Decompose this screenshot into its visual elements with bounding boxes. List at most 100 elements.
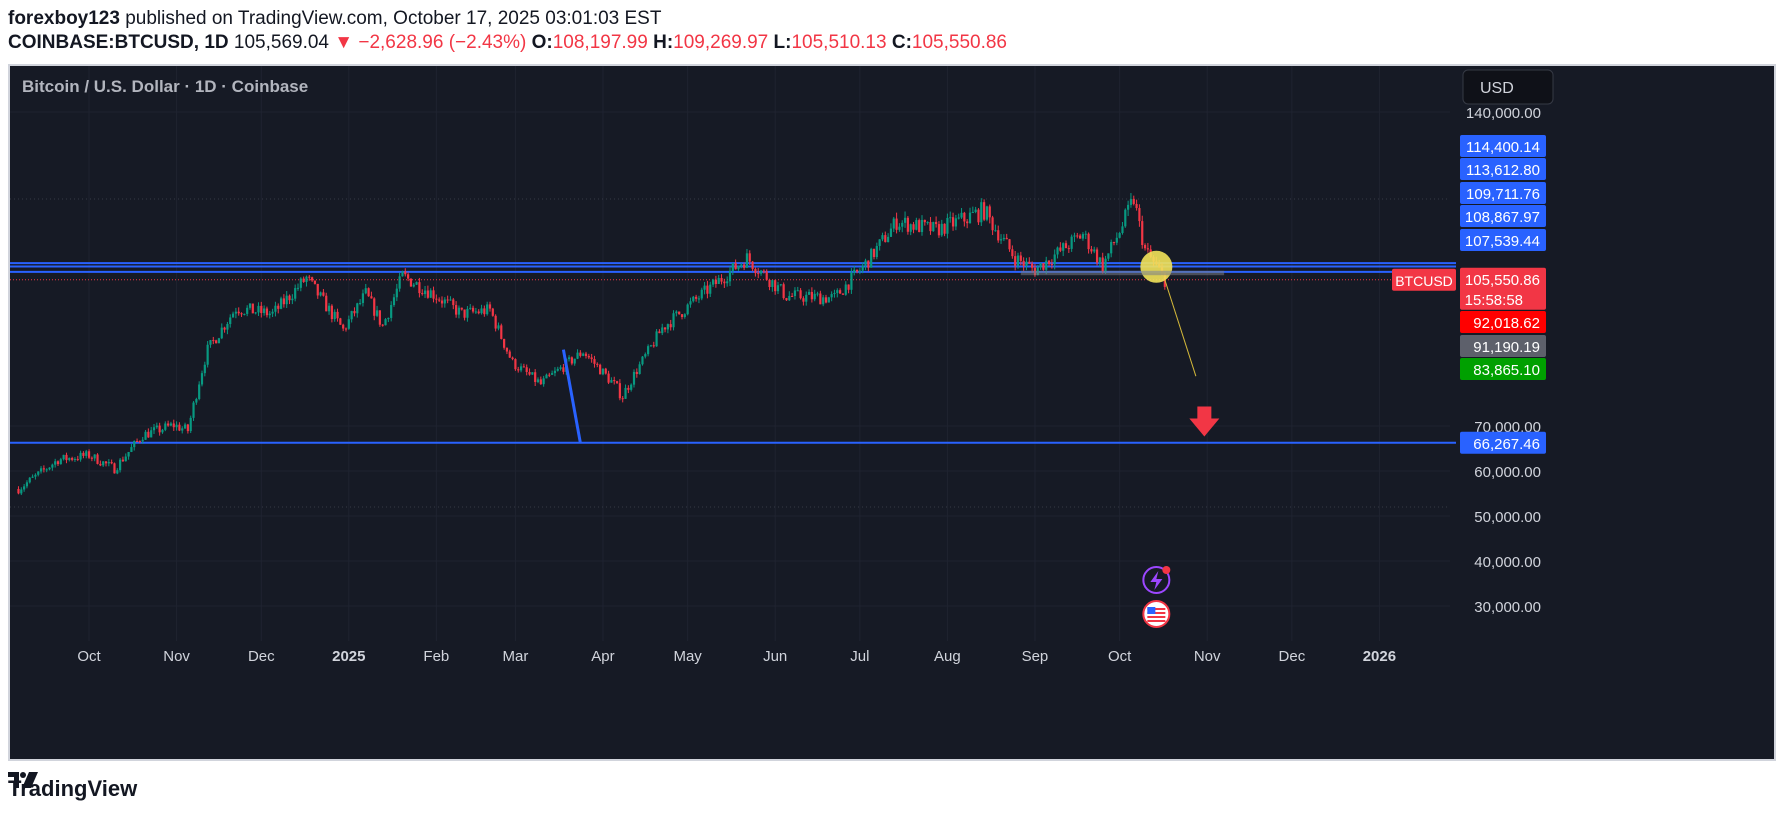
- candle-body: [460, 307, 463, 310]
- candle-body: [621, 398, 624, 400]
- candle-body: [918, 220, 921, 233]
- candle-body: [226, 324, 229, 330]
- candle-body: [638, 364, 641, 374]
- horizontal-levels: [10, 262, 1456, 444]
- candle-body: [274, 305, 277, 312]
- candle-body: [573, 358, 576, 364]
- candle-body: [121, 459, 125, 462]
- candle-body: [909, 224, 912, 232]
- candle-body: [390, 305, 393, 318]
- candle-body: [494, 315, 497, 329]
- candle-body: [788, 295, 791, 301]
- chart-panel[interactable]: 140,000.00 70,000.00 60,000.00 50,000.00 40,…: [8, 64, 1776, 761]
- lightning-event-icon[interactable]: [1142, 566, 1171, 594]
- x-tick-label: Apr: [591, 648, 614, 665]
- candle-body: [99, 463, 102, 466]
- candle-body: [700, 289, 703, 299]
- candle-body: [545, 374, 548, 379]
- candle-body: [452, 299, 455, 306]
- candle-body: [164, 423, 167, 430]
- candle-body: [517, 369, 520, 371]
- x-tick-label: Mar: [502, 648, 528, 665]
- y-tick-label: 60,000.00: [1474, 464, 1541, 481]
- candle-body: [977, 209, 980, 223]
- candle-body: [375, 310, 379, 316]
- x-tick-label: Aug: [934, 648, 961, 665]
- candle-body: [1124, 209, 1127, 227]
- candle-body: [404, 271, 407, 275]
- candle-body: [423, 290, 427, 295]
- candle-body: [596, 363, 599, 365]
- candle-body: [500, 325, 503, 339]
- candle-body: [257, 305, 260, 313]
- candle-body: [294, 288, 297, 299]
- candle-body: [528, 372, 531, 375]
- annotations: [561, 250, 1225, 628]
- candle-body: [745, 253, 749, 268]
- candle-body: [881, 235, 884, 240]
- candle-body: [551, 373, 554, 375]
- candle-body: [102, 461, 105, 466]
- candle-body: [669, 324, 672, 328]
- candle-body: [161, 429, 164, 433]
- price-tags: 114,400.14 113,612.80 109,711.76 108,867.97…: [1392, 135, 1546, 454]
- x-tick-label: Nov: [163, 648, 190, 665]
- candle-body: [203, 364, 206, 374]
- author-name[interactable]: forexboy123: [8, 8, 120, 29]
- candle-body: [229, 317, 232, 325]
- candle-body: [491, 308, 494, 316]
- chart-title: Bitcoin / U.S. Dollar · 1D · Coinbase: [22, 77, 308, 96]
- candle-body: [658, 331, 661, 334]
- level-tag: 114,400.14: [1466, 139, 1540, 156]
- candle-body: [387, 317, 390, 320]
- candle-body: [663, 327, 667, 330]
- candle-body: [912, 224, 915, 230]
- candle-body: [471, 307, 475, 312]
- candle-body: [446, 299, 449, 301]
- high-value: 109,269.97: [673, 32, 769, 53]
- candle-body: [361, 293, 365, 303]
- time-axis: Oct Nov Dec 2025 Feb Mar Apr May Jun Jul Aug Sep Oct…: [77, 648, 1396, 665]
- highlight-circle: [1140, 250, 1173, 283]
- candle-body: [407, 274, 410, 279]
- candle-body: [138, 441, 141, 443]
- candle-body: [929, 222, 932, 232]
- candle-body: [652, 345, 655, 347]
- candle-body: [150, 430, 153, 438]
- price-chart[interactable]: 140,000.00 70,000.00 60,000.00 50,000.00 40,…: [10, 66, 1774, 759]
- candle-body: [844, 284, 847, 295]
- candle-body: [449, 299, 452, 301]
- candle-body: [20, 489, 23, 494]
- candle-body: [373, 298, 376, 316]
- candle-body: [678, 311, 681, 315]
- high-label: H:: [653, 32, 674, 53]
- last-price: 105,569.04: [233, 32, 329, 53]
- candle-body: [1067, 248, 1070, 250]
- x-tick-label: 2026: [1363, 648, 1396, 665]
- candle-body: [87, 451, 91, 458]
- candle-body: [421, 293, 424, 295]
- candle-body: [384, 319, 387, 326]
- us-flag-event-icon[interactable]: [1142, 600, 1171, 628]
- currency-button[interactable]: USD: [1462, 69, 1554, 105]
- x-tick-label: Dec: [248, 648, 275, 665]
- candle-body: [898, 226, 901, 230]
- candle-body: [54, 461, 57, 465]
- candle-body: [1127, 204, 1130, 210]
- candle-body: [949, 217, 952, 219]
- candle-body: [268, 313, 271, 316]
- candle-body: [79, 452, 82, 460]
- candle-body: [743, 264, 746, 268]
- candle-body: [757, 273, 760, 275]
- candle-body: [34, 474, 37, 477]
- trend-line: [561, 349, 582, 444]
- candle-body: [90, 457, 93, 459]
- candle-body: [559, 367, 562, 369]
- candle-body: [1135, 203, 1138, 209]
- level-tag: 113,612.80: [1466, 162, 1540, 179]
- lightning-event-ring: [1142, 566, 1171, 594]
- level-tag-bg: [1460, 135, 1546, 157]
- candle-body: [113, 463, 116, 474]
- candle-body: [610, 380, 613, 383]
- level-tag: 66,267.46: [1473, 436, 1540, 453]
